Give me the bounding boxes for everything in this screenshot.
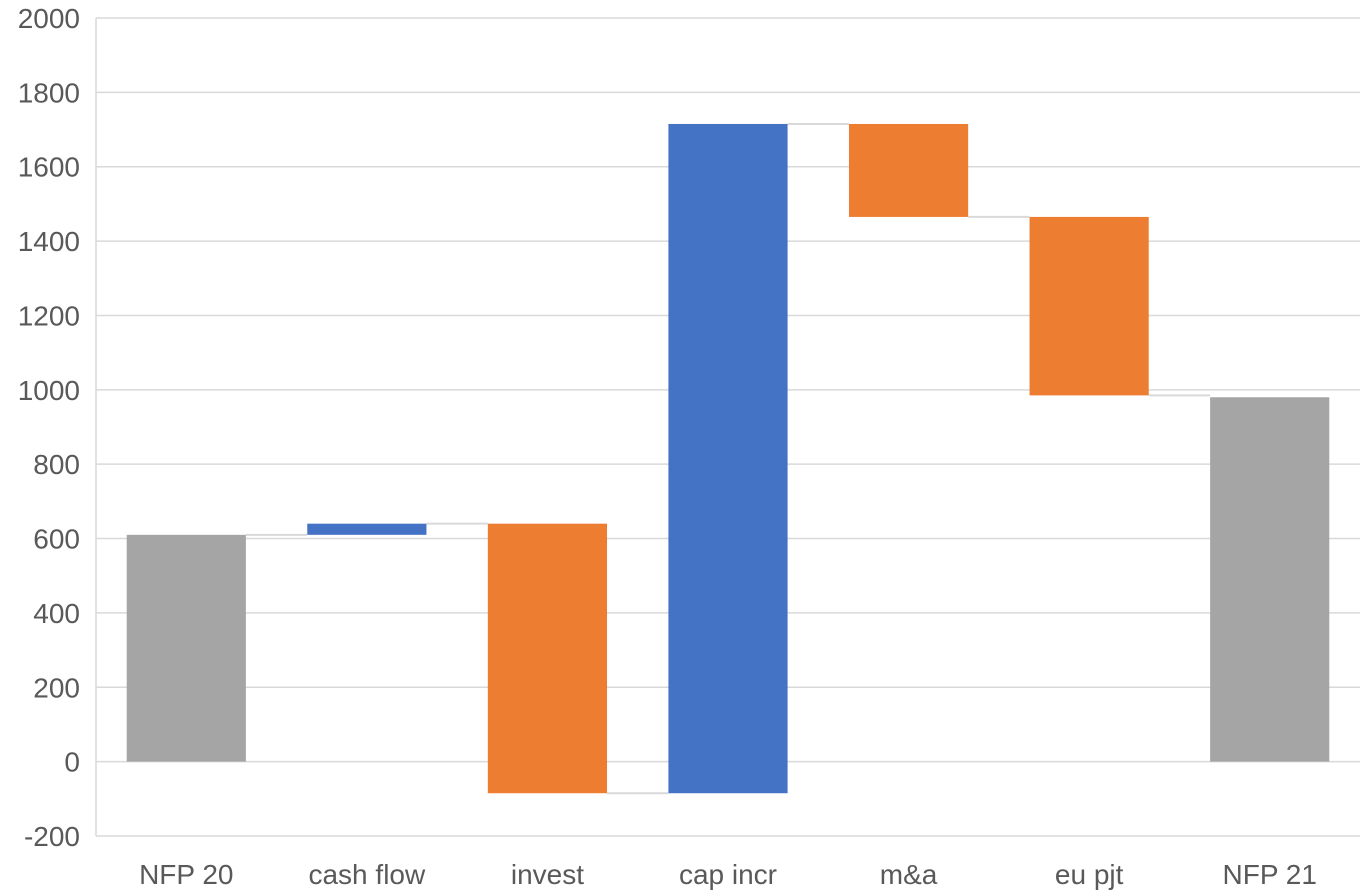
y-tick-label: 0 [64,747,80,778]
x-tick-label-nfp-21: NFP 21 [1223,859,1317,890]
bar-invest [487,523,608,794]
bar-m-a [848,123,969,217]
y-tick-label: 1800 [18,77,80,108]
y-tick-label: -200 [24,821,80,852]
y-tick-label: 1600 [18,152,80,183]
bar-cash-flow [307,523,427,535]
bars [126,123,1330,794]
x-tick-label-cap-incr: cap incr [679,859,777,890]
y-tick-label: 800 [33,449,80,480]
x-tick-label-nfp-20: NFP 20 [139,859,233,890]
bar-nfp-21 [1210,397,1330,762]
y-tick-label: 400 [33,598,80,629]
bar-nfp-20 [126,534,246,762]
y-tick-label: 600 [33,524,80,555]
bar-cap-incr [668,123,788,794]
y-axis-ticks: -200 0 200 400 600 800 1000 1200 1400 1600 1800 200… [18,3,80,852]
y-tick-label: 200 [33,672,80,703]
x-tick-label-m-a: m&a [880,859,938,890]
y-tick-label: 1400 [18,226,80,257]
x-axis-labels: NFP 20 cash flow invest cap incr m&a eu pjt NF… [139,859,1317,890]
x-tick-label-eu-pjt: eu pjt [1055,859,1124,890]
y-tick-label: 2000 [18,3,80,34]
y-tick-label: 1200 [18,300,80,331]
x-tick-label-invest: invest [511,859,584,890]
x-tick-label-cash-flow: cash flow [308,859,425,890]
bar-eu-pjt [1029,216,1149,396]
connectors [245,122,1211,795]
y-tick-label: 1000 [18,375,80,406]
